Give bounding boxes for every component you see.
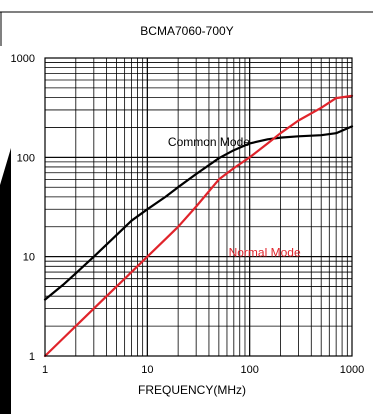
normal-mode-label: Normal Mode [229, 246, 301, 260]
x-tick-label: 10 [141, 364, 153, 376]
grid [44, 57, 353, 357]
x-tick-labels: 1 10 100 1000 [42, 364, 364, 376]
x-tick-label: 1000 [340, 364, 364, 376]
y-tick-label: 100 [17, 152, 35, 164]
y-tick-labels: 1 10 100 1000 [11, 53, 35, 363]
x-tick-label: 100 [240, 364, 258, 376]
common-mode-label: Common Mode [168, 135, 250, 149]
chart-title: BCMA7060-700Y [140, 24, 233, 38]
x-axis-label: FREQUENCY(MHz) [138, 383, 246, 397]
annotations: Common Mode Normal Mode [168, 135, 301, 260]
plot-frame [44, 57, 353, 357]
x-tick-label: 1 [42, 364, 48, 376]
left-edge-shadow [0, 148, 11, 414]
y-tick-label: 1 [29, 351, 35, 363]
y-tick-label: 10 [23, 252, 35, 264]
series-group [43, 94, 354, 358]
normal-mode-line [43, 94, 354, 358]
common-mode-line [43, 125, 354, 301]
y-tick-label: 1000 [11, 53, 35, 65]
